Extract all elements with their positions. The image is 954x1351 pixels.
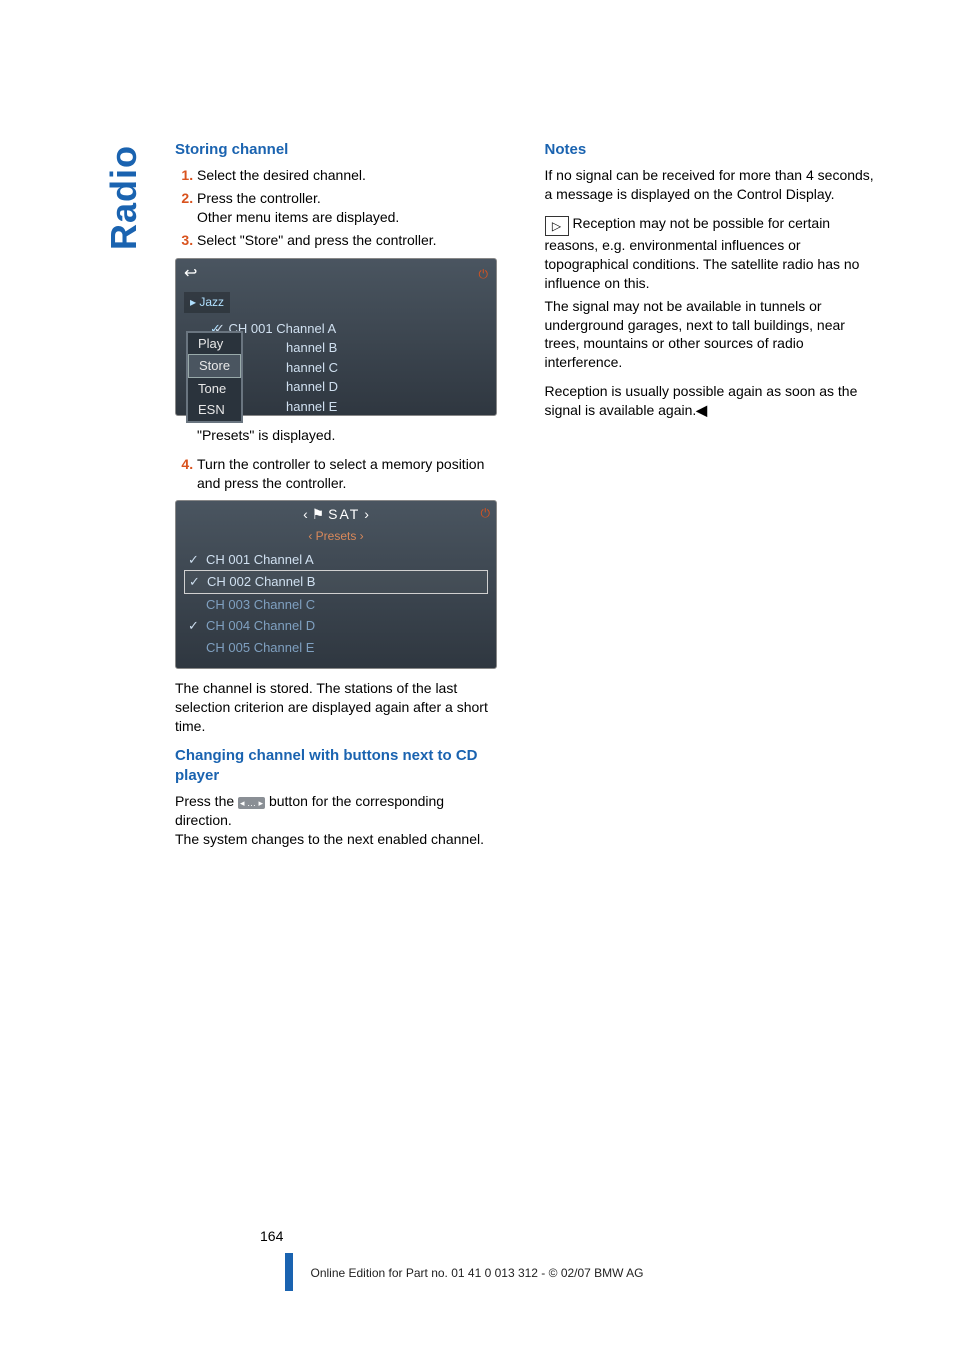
list-item-label: CH 001 Channel A — [229, 321, 337, 336]
page-number: 164 — [260, 1227, 283, 1246]
left-column: Storing channel Select the desired chann… — [175, 140, 505, 859]
presets-subtitle: ‹ Presets › — [176, 528, 496, 548]
list-item: hannel C — [206, 358, 496, 378]
preset-row: CH 003 Channel C — [184, 594, 488, 616]
sat-label: SAT — [328, 506, 360, 522]
tip-text: Reception may not be possible for certai… — [545, 215, 860, 291]
arrow-left-icon: ‹ — [303, 506, 308, 522]
prev-next-button-icon: ◂ … ▸ — [238, 797, 265, 809]
list-item: ✓ CH 001 Channel A — [206, 319, 496, 339]
preset-row-selected: CH 002 Channel B — [184, 570, 488, 594]
list-item: hannel B — [206, 338, 496, 358]
channel-stored-text: The channel is stored. The stations of t… — [175, 679, 505, 736]
section-label-radio: Radio — [100, 145, 149, 250]
menu-item-play: Play — [188, 333, 241, 355]
preset-row: CH 004 Channel D — [184, 615, 488, 637]
end-arrow-icon: ◀ — [696, 402, 707, 418]
heading-changing-channel: Changing channel with buttons next to CD… — [175, 746, 505, 787]
list-item: hannel D — [206, 377, 496, 397]
steps-list-b: Turn the controller to select a memory p… — [175, 455, 505, 493]
presets-list: CH 001 Channel A CH 002 Channel B CH 003… — [176, 549, 496, 663]
flag-icon: ⚑ — [312, 506, 325, 522]
notes-p1: If no signal can be received for more th… — [545, 166, 875, 204]
power-icon: ⏻ — [479, 266, 489, 282]
channel-list: ✓ CH 001 Channel A hannel B hannel C han… — [206, 319, 496, 417]
category-label: ▸ Jazz — [184, 292, 230, 312]
menu-item-tone: Tone — [188, 378, 241, 400]
power-icon: ⏻ — [481, 505, 491, 521]
steps-list-a: Select the desired channel. Press the co… — [175, 166, 505, 250]
step-4: Turn the controller to select a memory p… — [197, 455, 505, 493]
footer-text: Online Edition for Part no. 01 41 0 013 … — [0, 1265, 954, 1281]
menu-item-store: Store — [188, 354, 241, 378]
heading-storing-channel: Storing channel — [175, 140, 505, 160]
menu-item-esn: ESN — [188, 399, 241, 421]
notes-tip: ▷Reception may not be possible for certa… — [545, 214, 875, 293]
presets-displayed-text: "Presets" is displayed. — [197, 426, 505, 445]
screenshot-presets: ‹ ⚑ SAT › ⏻ ‹ Presets › CH 001 Channel A… — [175, 500, 497, 669]
step-3: Select "Store" and press the controller. — [197, 231, 505, 250]
presets-header: ‹ ⚑ SAT › ⏻ — [176, 501, 496, 528]
right-column: Notes If no signal can be received for m… — [545, 140, 875, 859]
back-icon: ↩ — [184, 263, 197, 285]
list-item: hannel E — [206, 397, 496, 417]
press-pre: Press the — [175, 793, 238, 809]
context-menu: Play Store Tone ESN — [186, 331, 243, 423]
preset-row: CH 001 Channel A — [184, 549, 488, 571]
press-button-text: Press the ◂ … ▸ button for the correspon… — [175, 792, 505, 849]
notes-p2: The signal may not be available in tunne… — [545, 297, 875, 373]
step-1: Select the desired channel. — [197, 166, 505, 185]
press-line2: The system changes to the next enabled c… — [175, 831, 484, 847]
screenshot-store-menu: ↩ ⏻ ▸ Jazz ✓ CH 001 Channel A hannel B h… — [175, 258, 497, 416]
heading-notes: Notes — [545, 140, 875, 160]
step-2: Press the controller. Other menu items a… — [197, 189, 505, 227]
tip-icon: ▷ — [545, 216, 569, 236]
notes-p3: Reception is usually possible again as s… — [545, 382, 875, 420]
arrow-right-icon: › — [364, 506, 369, 522]
preset-row: CH 005 Channel E — [184, 637, 488, 659]
